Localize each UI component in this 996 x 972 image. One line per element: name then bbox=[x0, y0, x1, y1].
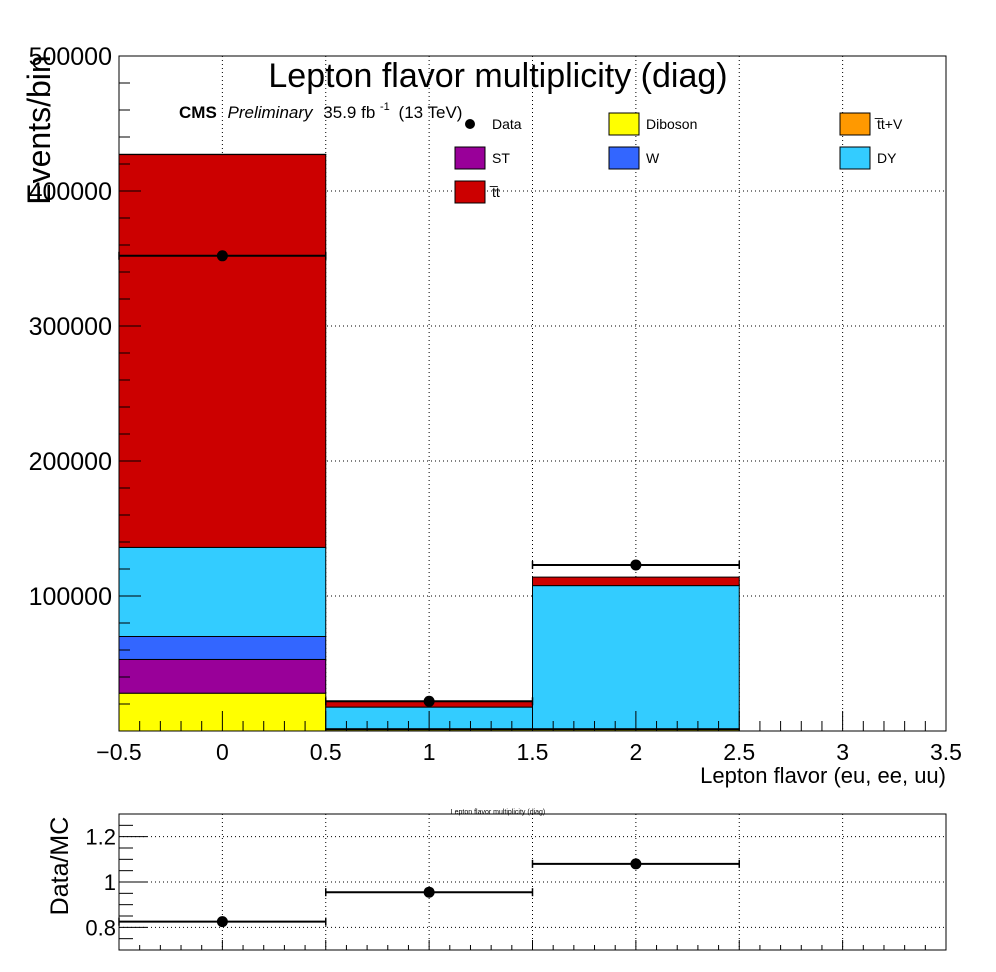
bar-3-bin-2 bbox=[532, 585, 740, 730]
bar-1-bin-0 bbox=[119, 658, 327, 694]
ratio-grid bbox=[119, 814, 946, 950]
main-axes: −0.5 0 0.5 1 1.5 2 2.5 3 3.5 100000 200000 300000 40… bbox=[29, 43, 962, 765]
legend-swatch bbox=[608, 112, 640, 136]
x-tick-label: 1.5 bbox=[517, 739, 549, 765]
x-tick-label: 2 bbox=[629, 739, 642, 765]
legend: Data Diboson t̅t+V ST W DY t̅t bbox=[454, 112, 903, 204]
svg-text:CMS Preliminary 35: CMS Preliminary 35.9 fb -1 (13 TeV) bbox=[179, 95, 462, 122]
bar-4-bin-2 bbox=[532, 576, 740, 587]
y-tick-label: 400000 bbox=[29, 178, 112, 206]
y-tick-label: 300000 bbox=[29, 313, 112, 341]
legend-swatch bbox=[608, 146, 640, 170]
legend-label: Diboson bbox=[646, 116, 697, 132]
ratio-y-tick-label: 0.8 bbox=[85, 915, 116, 940]
ratio-axes: 0.8 1 1.2 bbox=[85, 825, 947, 950]
ratio-point bbox=[630, 858, 642, 870]
bar-3-bin-0 bbox=[119, 546, 327, 638]
y-tick-label: 100000 bbox=[29, 583, 112, 611]
y-tick-label: 200000 bbox=[29, 448, 112, 476]
ratio-title: Lepton flavor multiplicity (diag) bbox=[451, 809, 546, 816]
legend-swatch bbox=[839, 112, 871, 136]
y-axis-label: Events/bin bbox=[21, 55, 57, 204]
ratio-y-axis-label: Data/MC bbox=[46, 817, 74, 916]
cms-text: CMS bbox=[179, 103, 217, 122]
bar-2-bin-0 bbox=[119, 636, 327, 660]
x-tick-label: 0 bbox=[216, 739, 229, 765]
x-tick-label: 2.5 bbox=[723, 739, 755, 765]
x-tick-label: −0.5 bbox=[96, 739, 141, 765]
y-tick-label: 500000 bbox=[29, 43, 112, 71]
data-point bbox=[423, 695, 435, 707]
legend-label: t̅t bbox=[489, 184, 500, 200]
preliminary-text: Preliminary bbox=[228, 103, 315, 122]
energy-text: (13 TeV) bbox=[399, 103, 463, 122]
x-tick-label: 3.5 bbox=[930, 739, 962, 765]
legend-label: ST bbox=[492, 150, 510, 166]
ratio-y-tick-label: 1 bbox=[104, 870, 116, 895]
chart-title: Lepton flavor multiplicity (diag) bbox=[268, 57, 727, 95]
x-axis-label: Lepton flavor (eu, ee, uu) bbox=[700, 763, 946, 788]
data-point bbox=[216, 250, 228, 262]
data-point bbox=[630, 559, 642, 571]
legend-label: t̅t+V bbox=[874, 116, 903, 132]
legend-swatch bbox=[454, 180, 486, 204]
bar-4-bin-0 bbox=[119, 154, 327, 548]
x-tick-label: 0.5 bbox=[310, 739, 342, 765]
ratio-points bbox=[118, 858, 740, 928]
legend-swatch bbox=[454, 146, 486, 170]
legend-swatch bbox=[839, 146, 871, 170]
legend-label: Data bbox=[492, 116, 522, 132]
x-tick-label: 3 bbox=[836, 739, 849, 765]
ratio-y-tick-label: 1.2 bbox=[85, 825, 116, 850]
lumi-text: 35.9 fb bbox=[323, 103, 375, 122]
lumi-superscript: -1 bbox=[380, 101, 390, 113]
x-tick-label: 1 bbox=[423, 739, 436, 765]
legend-label: W bbox=[646, 150, 660, 166]
ratio-point bbox=[423, 886, 435, 898]
ratio-point bbox=[216, 916, 228, 928]
legend-label: DY bbox=[877, 150, 897, 166]
cms-label: CMS Preliminary 35.9 fb -1 (13 TeV) bbox=[179, 95, 462, 122]
legend-marker-data bbox=[465, 119, 475, 129]
